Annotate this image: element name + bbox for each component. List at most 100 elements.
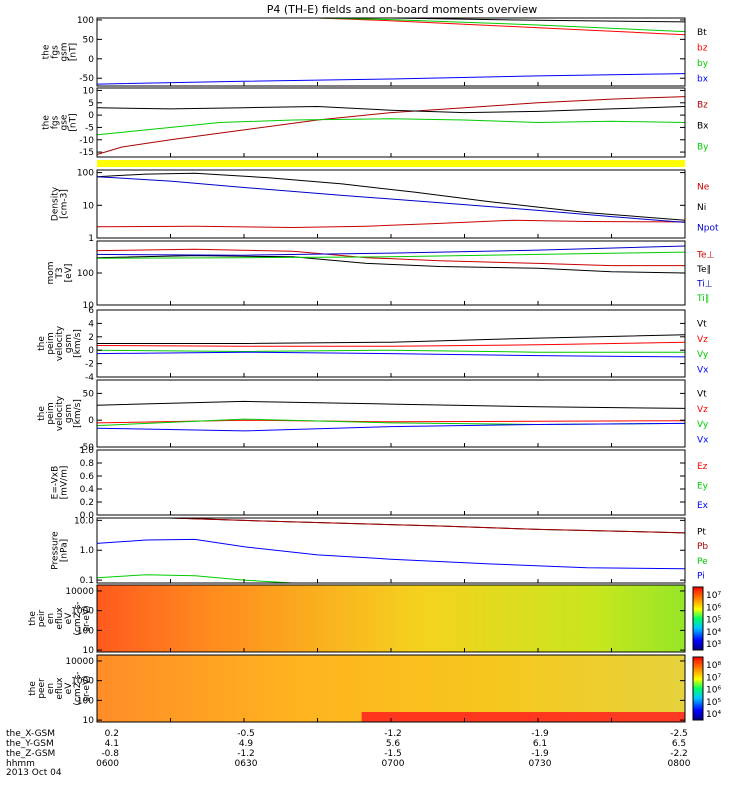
series-pi-line [96,538,686,570]
series-by-line [96,118,686,136]
y-tick-label: 10.0 [74,516,94,526]
colorbar-label: 10⁵ [706,698,721,708]
y-tick-label: 0 [88,416,94,426]
legend-pb: Pb [697,542,708,552]
colorbar [692,656,704,721]
y-axis-label: gsm [64,334,74,353]
legend-pi: Pi [697,572,705,582]
y-tick-label: 10 [83,201,95,211]
y-tick-label: 0.4 [80,485,95,495]
y-axis-label: [eV] [64,264,74,283]
y-axis-label: gsm [64,404,74,423]
legend-bx: Bx [697,122,709,132]
date-label: 2013 Oct 04 [6,768,62,778]
legend-bz: bz [697,43,708,53]
colorbar-label: 10⁴ [706,710,721,720]
series-ne-line [96,219,686,229]
y-tick-label: 4 [88,319,94,329]
y-axis-label: the [42,115,52,130]
ephemeris-value: 0.2 [105,729,119,739]
y-tick-label: 10 [83,646,95,656]
y-tick-label: 100 [77,696,94,706]
legend-ti: Ti∥ [696,294,709,304]
y-tick-label: 1 [88,234,94,244]
legend-bx: bx [697,74,709,84]
y-axis-label: E=-VxB [51,466,61,500]
y-axis-label: [km/s] [73,399,83,428]
y-axis-label: mom [46,261,56,284]
legend-ex: Ex [697,501,709,511]
ephemeris-value: -1.2 [237,749,255,759]
y-axis-label: the [28,681,38,696]
y-tick-label: 1000 [71,607,94,617]
y-axis-label: T3 [55,267,65,279]
ephemeris-label: hhmm [6,759,35,769]
series-ti-line [96,251,686,259]
spectrogram-image [97,655,685,722]
y-tick-label: 10000 [65,657,94,667]
panel-frame [96,240,686,306]
y-tick-label: 10000 [65,587,94,597]
panel-density: Ne Ni Npot 1 10 100 Density [cm-3] [51,169,719,244]
y-tick-label: -2 [85,360,94,370]
colorbar-label: 10⁷ [706,673,721,683]
legend-ey: Ey [697,482,709,492]
legend-ne: Ne [697,182,710,192]
series-vz-line [96,341,686,347]
colorbar-label: 10⁵ [706,616,721,626]
legend-ez: Ez [697,462,708,472]
spectrogram-image [97,585,685,652]
mode-bar-fill [97,160,685,167]
y-axis-label: [nT] [69,113,79,131]
legend-bt: Bt [697,28,707,38]
panel-peim-velocity-2: Vt Vz Vy Vx 50 0 -50 the peim velocity gsm [km/s] [37,379,709,453]
y-tick-label: 0.2 [80,498,94,508]
y-tick-label: 50 [83,35,95,45]
colorbar [692,586,704,651]
y-axis-label: eflux [55,607,65,630]
panel-peer-spec: 10⁸ 10⁷ 10⁶ 10⁵ 10⁴ 10 100 1000 10000 the peer en ef… [28,654,721,726]
legend-pt: Pt [697,527,706,537]
panel-peir-spec: 10⁷ 10⁶ 10⁵ 10⁴ 10³ 10 100 1000 10000 the peir en ef… [28,584,721,656]
y-tick-label: 100 [77,16,94,26]
series-te-line [96,248,685,267]
y-axis-label: peim [46,332,56,355]
series-vt-line [96,400,686,409]
ephemeris-value: -0.8 [101,749,119,759]
series-by-line [97,17,686,33]
legend-vx: Vx [697,435,709,445]
y-axis-label: fgs [51,115,61,129]
series-vt-line [97,334,686,344]
panel-fgs-gsm: Bt bz by bx 100 50 0 -50 the fgs gsm [nT] [42,16,709,87]
panel-efield: Ez Ey Ex 1.0 0.8 0.6 0.4 0.2 0.0 E=-VxB [mV/m] [51,446,709,521]
ephemeris-value: 0630 [235,759,258,769]
y-axis-label: eV [64,612,74,625]
y-axis-label: eflux [55,677,65,700]
y-axis-label: [cm-3] [60,189,70,219]
panel-frame [96,517,686,584]
y-axis-label: en [46,683,56,694]
y-tick-label: 0.8 [80,459,95,469]
series-ti-line [96,245,686,256]
y-axis-label: Density [51,186,61,221]
ephemeris-value: -1.2 [384,729,402,739]
y-axis-label: [mV/m] [60,466,70,500]
panel-mode-bar [97,160,685,167]
y-tick-label: -15 [79,148,94,158]
legend-vy: Vy [697,350,709,360]
legend-bz: Bz [697,101,708,111]
panel-frame [96,449,686,516]
series-vy-line [96,418,686,427]
colorbar-label: 10³ [706,640,721,650]
y-axis-label: peir [37,609,47,627]
y-tick-label: -50 [79,443,94,453]
y-axis-label: the [37,406,47,421]
ephemeris-value: 0800 [668,759,691,769]
colorbar-label: 10⁶ [706,603,721,613]
legend-vt: Vt [697,320,707,330]
y-axis-label: (cm2-s- [73,671,83,705]
legend-vx: Vx [697,365,709,375]
y-tick-label: -50 [79,74,94,84]
y-axis-label: the [42,44,52,59]
